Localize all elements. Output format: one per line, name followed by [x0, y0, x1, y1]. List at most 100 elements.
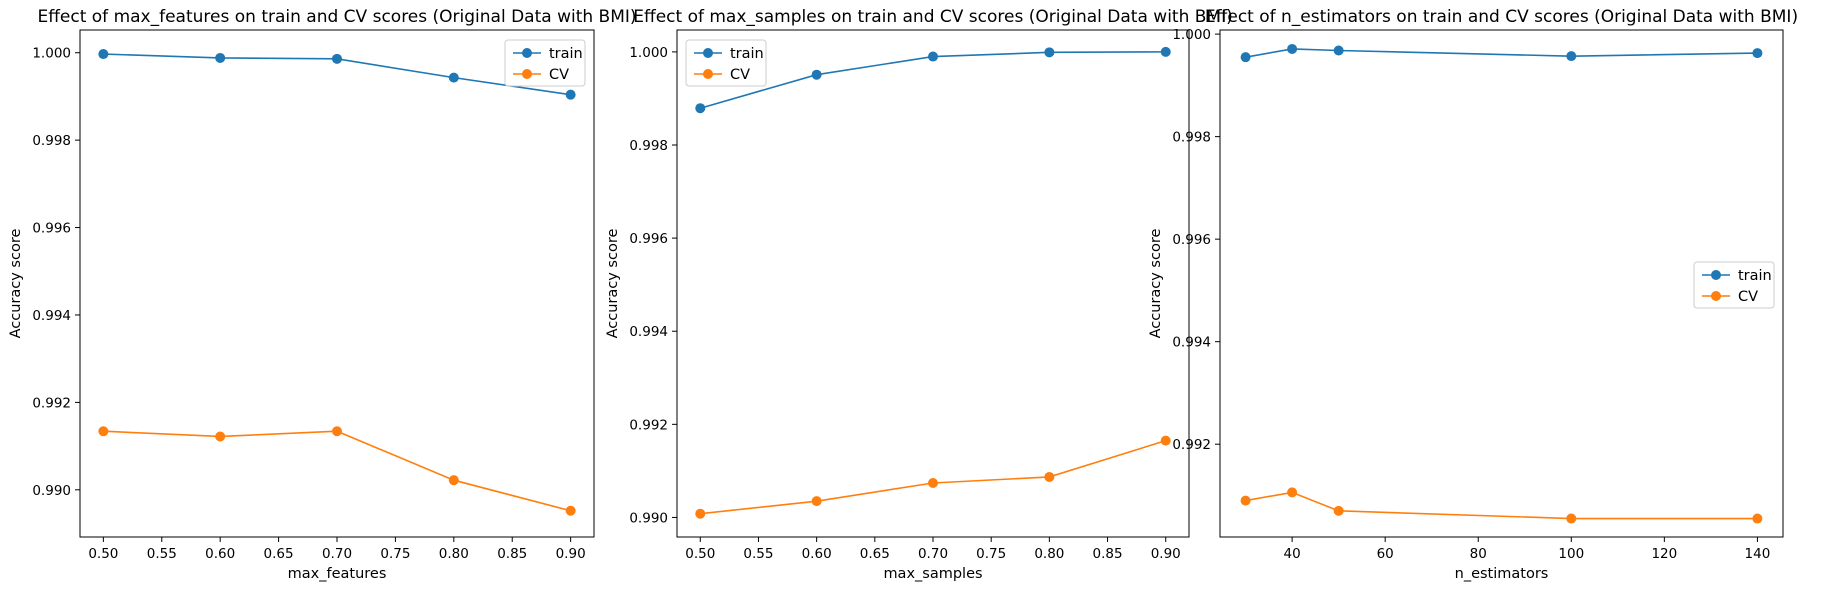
x-tick-label: 0.90 [1151, 546, 1181, 562]
data-point-cv [215, 431, 226, 442]
x-tick-label: 0.65 [860, 546, 890, 562]
y-tick-label: 1.000 [32, 46, 71, 62]
legend-label: train [549, 46, 583, 62]
legend-marker-cv [1711, 291, 1721, 301]
y-tick-label: 0.994 [32, 308, 71, 324]
data-point-cv [1333, 505, 1344, 516]
x-tick-label: 0.55 [743, 546, 773, 562]
data-point-cv [1240, 495, 1251, 506]
chart-title: Effect of n_estimators on train and CV s… [1205, 7, 1798, 27]
x-tick-label: 0.80 [439, 546, 469, 562]
data-point-cv [448, 475, 459, 486]
y-tick-label: 0.998 [1172, 130, 1211, 146]
x-tick-label: 0.50 [685, 546, 715, 562]
data-point-cv [565, 505, 576, 516]
legend-label: CV [549, 67, 569, 83]
chart-panel-2: Effect of max_samples on train and CV sc… [605, 7, 1233, 582]
x-tick-label: 0.75 [380, 546, 410, 562]
x-tick-label: 0.60 [205, 546, 235, 562]
legend: train CV [685, 39, 767, 87]
data-point-train [565, 89, 576, 100]
data-point-cv [1566, 513, 1577, 524]
x-tick-label: 60 [1377, 546, 1394, 562]
data-point-cv [98, 426, 109, 437]
y-tick-label: 1.000 [1172, 27, 1211, 43]
axes-frame [676, 29, 1190, 538]
axes-frame [1219, 29, 1784, 538]
chart-title: Effect of max_features on train and CV s… [37, 7, 636, 27]
data-point-train [448, 72, 459, 83]
charts-container: Effect of max_features on train and CV s… [8, 7, 1798, 582]
x-tick-label: 0.50 [88, 546, 118, 562]
data-point-cv [1044, 471, 1055, 482]
data-point-train [215, 52, 226, 63]
x-axis-label: n_estimators [1455, 566, 1549, 582]
y-tick-label: 0.996 [32, 221, 71, 237]
x-tick-label: 0.75 [976, 546, 1006, 562]
x-axis-label: max_features [288, 566, 387, 582]
x-tick-label: 0.85 [497, 546, 527, 562]
data-point-cv [928, 477, 938, 488]
legend-label: CV [1738, 289, 1758, 305]
legend-marker-train [522, 48, 532, 58]
chart-panel-3: Effect of n_estimators on train and CV s… [1148, 7, 1798, 582]
y-axis-label: Accuracy score [8, 229, 24, 339]
y-tick-label: 1.000 [629, 45, 668, 61]
chart-title: Effect of max_samples on train and CV sc… [633, 7, 1233, 27]
x-tick-label: 0.80 [1034, 546, 1064, 562]
legend-marker-cv [522, 69, 532, 79]
legend-label: CV [730, 67, 750, 83]
data-point-train [928, 51, 938, 62]
y-tick-label: 0.990 [32, 483, 71, 499]
legend-label: train [730, 46, 764, 62]
axes-frame [79, 29, 595, 538]
y-tick-label: 0.990 [629, 510, 668, 526]
y-tick-label: 0.998 [32, 133, 71, 149]
data-point-train [811, 69, 822, 80]
legend-marker-cv [703, 69, 713, 79]
x-tick-label: 0.85 [1093, 546, 1123, 562]
data-point-cv [1287, 487, 1298, 498]
data-point-train [695, 103, 706, 114]
data-point-train [1752, 48, 1763, 59]
x-tick-label: 100 [1558, 546, 1584, 562]
y-tick-label: 0.992 [1172, 437, 1211, 453]
x-tick-label: 0.90 [556, 546, 586, 562]
x-tick-label: 140 [1745, 546, 1771, 562]
data-point-cv [695, 508, 706, 519]
data-point-train [1333, 45, 1344, 56]
y-tick-label: 0.994 [1172, 335, 1211, 351]
data-point-train [332, 53, 342, 64]
y-tick-label: 0.996 [629, 231, 668, 247]
y-axis-label: Accuracy score [605, 229, 621, 339]
data-point-train [1240, 52, 1251, 63]
y-tick-label: 0.992 [629, 417, 668, 433]
y-tick-label: 0.998 [629, 138, 668, 154]
x-tick-label: 0.70 [322, 546, 352, 562]
data-point-train [1287, 43, 1298, 54]
data-point-cv [1752, 513, 1763, 524]
x-axis-label: max_samples [883, 566, 982, 582]
data-point-train [98, 49, 109, 60]
data-point-cv [811, 496, 822, 507]
x-tick-label: 0.60 [802, 546, 832, 562]
x-tick-label: 0.55 [147, 546, 177, 562]
legend-marker-train [1711, 270, 1721, 280]
y-tick-label: 0.992 [32, 395, 71, 411]
data-point-cv [1160, 435, 1171, 446]
x-tick-label: 80 [1470, 546, 1487, 562]
legend-marker-train [703, 48, 713, 58]
legend: train CV [1693, 261, 1775, 309]
y-tick-label: 0.994 [629, 324, 668, 340]
chart-panel-1: Effect of max_features on train and CV s… [8, 7, 637, 582]
y-axis-label: Accuracy score [1148, 229, 1164, 339]
data-point-train [1044, 47, 1055, 58]
data-point-train [1160, 46, 1171, 57]
x-tick-label: 40 [1284, 546, 1301, 562]
legend: train CV [504, 39, 586, 87]
x-tick-label: 0.70 [918, 546, 948, 562]
x-tick-label: 120 [1651, 546, 1677, 562]
y-tick-label: 0.996 [1172, 232, 1211, 248]
